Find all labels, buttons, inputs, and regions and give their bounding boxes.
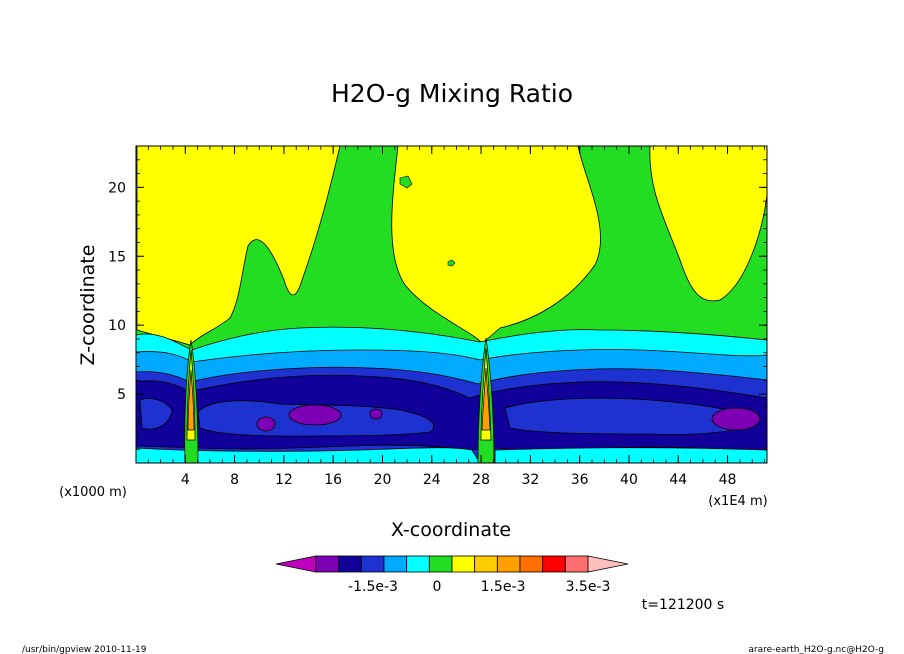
colorbar-label-3: 1.5e-3 xyxy=(481,579,526,595)
band-yellow-left xyxy=(136,145,341,346)
colorbar-cell xyxy=(406,555,430,573)
colorbar-max-arrow xyxy=(587,555,629,573)
x-tick-label: 16 xyxy=(324,472,342,488)
x-scale-label: (x1E4 m) xyxy=(708,494,767,509)
band-yellow-middle xyxy=(391,145,601,344)
band-purple-3 xyxy=(369,408,383,420)
footer-right: arare-earth_H2O-g.nc@H2O-g xyxy=(748,645,884,654)
chart-title: H2O-g Mixing Ratio xyxy=(331,79,573,108)
colorbar-cell xyxy=(383,555,408,573)
colorbar-cell xyxy=(496,555,521,573)
colorbar-cell xyxy=(519,555,544,573)
footer-left: /usr/bin/gpview 2010-11-19 xyxy=(22,645,147,654)
x-tick-label: 20 xyxy=(374,472,392,488)
y-tick-label: 15 xyxy=(108,249,126,265)
x-tick-label: 28 xyxy=(472,472,490,488)
colorbar xyxy=(275,555,629,573)
x-tick-label: 48 xyxy=(719,472,737,488)
plume-mid-orange xyxy=(481,367,491,431)
plume-left-orange xyxy=(187,369,195,431)
band-yellow-right xyxy=(649,145,768,302)
y-axis: 5 10 15 20 xyxy=(108,159,767,450)
x-axis: 4 8 12 16 20 24 28 32 36 40 44 48 xyxy=(147,146,765,488)
y-tick-label: 20 xyxy=(108,180,126,196)
x-tick-label: 36 xyxy=(571,472,589,488)
x-tick-label: 4 xyxy=(181,472,190,488)
x-tick-label: 44 xyxy=(669,472,687,488)
y-tick-label: 10 xyxy=(108,318,126,334)
x-tick-label: 8 xyxy=(230,472,239,488)
band-green-islet xyxy=(447,259,456,267)
x-tick-label: 32 xyxy=(521,472,539,488)
colorbar-label-2: 0 xyxy=(433,579,442,595)
colorbar-cell xyxy=(360,555,385,573)
band-blue-pocket-far-left xyxy=(139,398,173,430)
colorbar-cell xyxy=(474,555,498,573)
band-purple-4 xyxy=(711,407,761,431)
x-tick-label: 40 xyxy=(620,472,638,488)
colorbar-cell xyxy=(315,555,340,573)
colorbar-cell xyxy=(542,555,566,573)
x-unit-label: (x1000 m) xyxy=(59,485,127,500)
colorbar-label-1: -1.5e-3 xyxy=(348,579,398,595)
colorbar-cell xyxy=(564,555,589,573)
plot-area xyxy=(135,145,768,464)
plot-frame xyxy=(135,145,768,464)
x-tick-label: 12 xyxy=(275,472,293,488)
band-green-notch xyxy=(399,175,413,189)
band-purple-1 xyxy=(288,404,342,426)
colorbar-min-arrow xyxy=(275,555,317,573)
y-axis-label: Z-coordinate xyxy=(77,245,99,366)
y-tick-label: 5 xyxy=(117,387,126,403)
band-purple-2 xyxy=(256,416,276,432)
colorbar-label-4: 3.5e-3 xyxy=(566,579,611,595)
colorbar-cell xyxy=(451,555,476,573)
x-axis-label: X-coordinate xyxy=(391,519,511,541)
colorbar-cell xyxy=(338,555,362,573)
time-label: t=121200 s xyxy=(642,597,724,613)
colorbar-cell xyxy=(428,555,453,573)
x-tick-label: 24 xyxy=(423,472,441,488)
